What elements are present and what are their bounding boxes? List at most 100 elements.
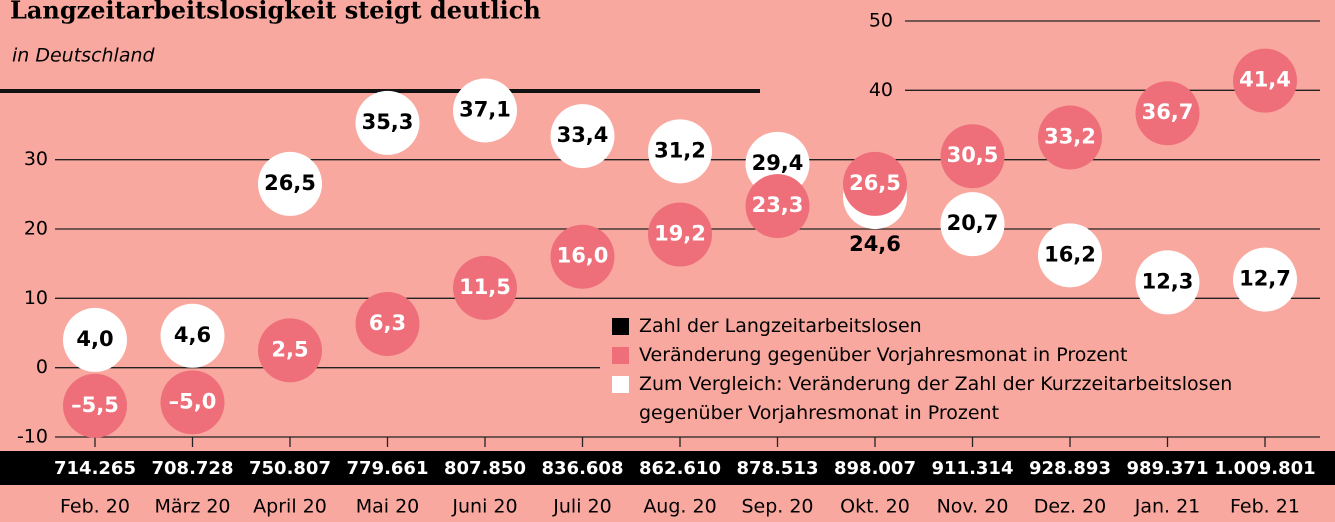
count-cell bbox=[437, 451, 533, 485]
data-label: 33,4 bbox=[557, 123, 609, 147]
data-label: 11,5 bbox=[459, 275, 511, 299]
x-tick-label: Dez. 20 bbox=[1034, 496, 1107, 518]
data-label: 41,4 bbox=[1239, 68, 1291, 92]
bubble bbox=[1038, 223, 1102, 288]
x-tick-label: Jan. 21 bbox=[1134, 496, 1201, 518]
data-label: 4,6 bbox=[174, 323, 211, 347]
data-label: 19,2 bbox=[654, 222, 706, 246]
x-tick-label: Juni 20 bbox=[451, 496, 517, 518]
bubble bbox=[160, 370, 225, 435]
x-tick-label: April 20 bbox=[253, 496, 327, 518]
legend-label: Veränderung gegenüber Vorjahresmonat in … bbox=[639, 344, 1128, 366]
data-label: 29,4 bbox=[752, 151, 804, 175]
x-tick-label: Feb. 21 bbox=[1230, 496, 1300, 518]
bubble bbox=[453, 255, 517, 320]
bubble bbox=[1233, 48, 1297, 113]
count-label: 836.608 bbox=[542, 458, 624, 479]
bubble bbox=[648, 202, 712, 267]
count-label: 1.009.801 bbox=[1214, 458, 1315, 479]
data-label: 20,7 bbox=[947, 211, 999, 235]
data-label: 24,6 bbox=[849, 232, 901, 256]
data-label: 35,3 bbox=[362, 110, 414, 134]
count-cell bbox=[534, 451, 631, 485]
count-label: 898.007 bbox=[834, 458, 916, 479]
count-cell bbox=[144, 451, 241, 485]
legend-swatch bbox=[612, 347, 629, 364]
bubble bbox=[258, 151, 322, 216]
count-cell bbox=[47, 451, 143, 485]
x-tick-label: Nov. 20 bbox=[937, 496, 1009, 518]
y-tick-label: 20 bbox=[24, 218, 48, 240]
data-label: 12,7 bbox=[1239, 267, 1291, 291]
count-label: 928.893 bbox=[1029, 458, 1111, 479]
x-tick-label: Feb. 20 bbox=[60, 496, 130, 518]
data-label: 26,5 bbox=[264, 171, 316, 195]
bubble bbox=[63, 373, 127, 438]
legend-item: Veränderung gegenüber Vorjahresmonat in … bbox=[612, 341, 1312, 370]
bubble bbox=[258, 318, 322, 383]
y-tick-label: 50 bbox=[869, 10, 893, 32]
bubble bbox=[843, 151, 907, 216]
y-tick-label: 0 bbox=[36, 356, 48, 378]
bubble bbox=[1233, 247, 1297, 312]
data-label: 12,3 bbox=[1142, 269, 1194, 293]
x-tick-label: Okt. 20 bbox=[840, 496, 910, 518]
bubble bbox=[940, 124, 1005, 189]
bubble bbox=[940, 192, 1005, 257]
data-label: 4,0 bbox=[76, 327, 113, 351]
data-label: 2,5 bbox=[271, 337, 308, 361]
data-label: 16,2 bbox=[1044, 242, 1096, 266]
bubble bbox=[745, 174, 810, 239]
data-label: 26,5 bbox=[849, 171, 901, 195]
count-label: 989.371 bbox=[1127, 458, 1209, 479]
count-label: 911.314 bbox=[932, 458, 1014, 479]
bubble bbox=[1038, 105, 1102, 170]
count-cell bbox=[729, 451, 826, 485]
count-label: 750.807 bbox=[249, 458, 331, 479]
bubble bbox=[1135, 250, 1200, 315]
x-tick-label: Mai 20 bbox=[356, 496, 420, 518]
count-cell bbox=[924, 451, 1021, 485]
data-label: 30,5 bbox=[947, 143, 999, 167]
data-label: 23,3 bbox=[752, 193, 804, 217]
count-cell bbox=[1217, 451, 1313, 485]
count-cell bbox=[632, 451, 728, 485]
bubble bbox=[550, 104, 615, 169]
legend: Zahl der Langzeitarbeitslosen Veränderung… bbox=[612, 312, 1312, 428]
chart-subtitle: in Deutschland bbox=[12, 45, 156, 67]
bubble bbox=[550, 224, 615, 289]
count-label: 714.265 bbox=[54, 458, 136, 479]
legend-swatch bbox=[612, 318, 629, 335]
chart-title: Langzeitarbeitslosigkeit steigt deutlich bbox=[10, 0, 541, 25]
bubble bbox=[1135, 81, 1200, 146]
data-label: 36,7 bbox=[1142, 100, 1194, 124]
y-tick-label: 40 bbox=[869, 79, 893, 101]
count-cell bbox=[339, 451, 436, 485]
legend-item: Zahl der Langzeitarbeitslosen bbox=[612, 312, 1312, 341]
count-label: 807.850 bbox=[444, 458, 526, 479]
data-label: 16,0 bbox=[557, 244, 609, 268]
bubble bbox=[355, 90, 420, 155]
count-label: 878.513 bbox=[737, 458, 819, 479]
data-label: 6,3 bbox=[369, 311, 406, 335]
x-tick-label: März 20 bbox=[154, 496, 230, 518]
count-label: 708.728 bbox=[152, 458, 234, 479]
bubble bbox=[355, 291, 420, 356]
bubble bbox=[453, 78, 517, 143]
x-tick-label: Juli 20 bbox=[552, 496, 611, 518]
data-label: 37,1 bbox=[459, 97, 511, 121]
bubble bbox=[63, 307, 127, 372]
count-label: 862.610 bbox=[639, 458, 721, 479]
count-cell bbox=[827, 451, 923, 485]
legend-label: Zum Vergleich: Veränderung der Zahl der … bbox=[639, 373, 1233, 424]
data-label: –5,5 bbox=[71, 393, 119, 417]
y-tick-label: -10 bbox=[17, 426, 48, 448]
bubble bbox=[160, 303, 225, 368]
x-tick-label: Sep. 20 bbox=[741, 496, 813, 518]
x-tick-label: Aug. 20 bbox=[643, 496, 716, 518]
data-label: 31,2 bbox=[654, 138, 706, 162]
bubble bbox=[648, 119, 712, 184]
y-tick-label: 10 bbox=[24, 287, 48, 309]
data-label: –5,0 bbox=[169, 389, 217, 413]
